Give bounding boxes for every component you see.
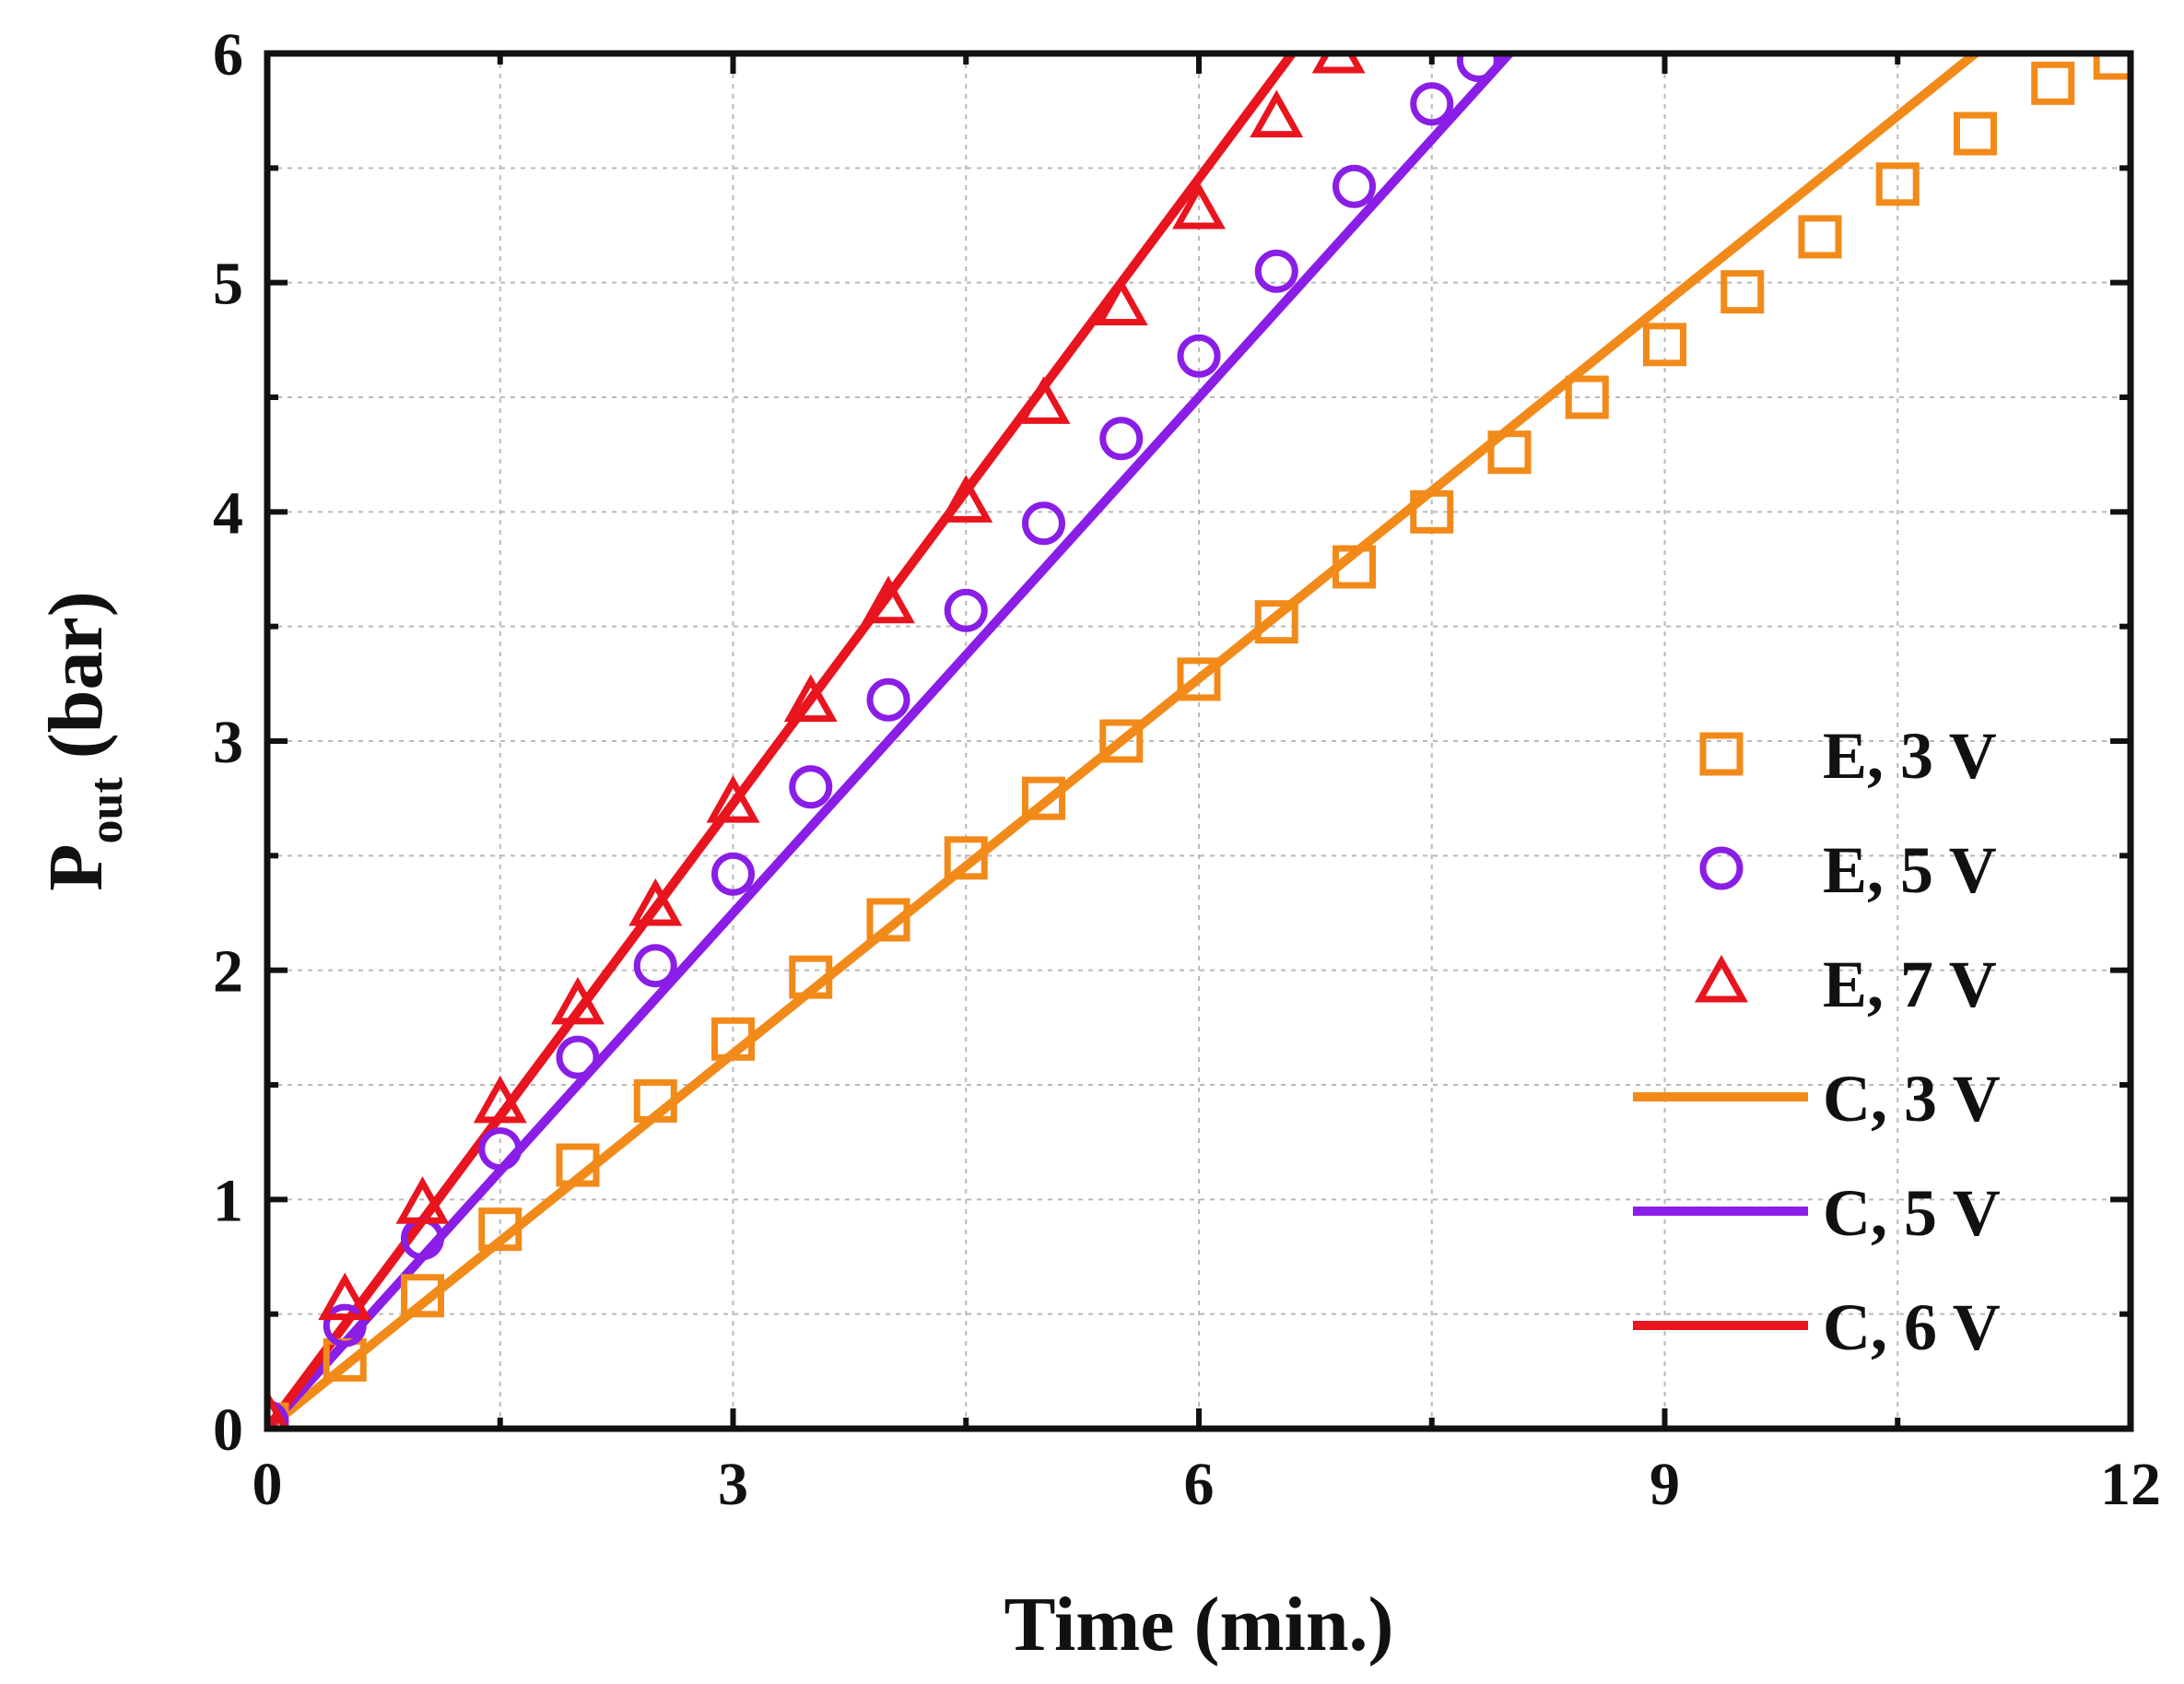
data-point (1250, 89, 1304, 138)
data-point (1016, 376, 1071, 424)
y-axis-title-main: P (33, 843, 119, 890)
data-point (1172, 181, 1226, 230)
legend-label: C, 6 V (1823, 1290, 2001, 1364)
legend-item-e-3-v: E, 3 V (1699, 719, 1997, 793)
legend: E, 3 V E, 5 V E, 7 V C, 3 V C, 5 V C, 6 V (1633, 719, 2001, 1364)
data-point (1094, 277, 1148, 325)
legend-item-e-5-v: E, 5 V (1699, 833, 1997, 907)
data-point (633, 944, 677, 988)
data-point (1954, 112, 1997, 156)
y-tick-label: 4 (213, 479, 243, 547)
data-point (1487, 430, 1532, 475)
grid (267, 53, 2131, 1429)
data-point (2093, 53, 2131, 80)
legend-label: C, 3 V (1823, 1062, 2001, 1136)
y-tick-label: 3 (213, 709, 243, 776)
data-point (1410, 82, 1454, 126)
data-point (1022, 776, 1065, 820)
data-point (1565, 375, 1609, 419)
data-point (711, 852, 755, 896)
legend-item-e-7-v: E, 7 V (1695, 948, 1997, 1021)
data-point (1099, 719, 1144, 763)
plot-area (267, 53, 2131, 1429)
y-tick-label: 0 (213, 1396, 243, 1464)
data-point (1720, 270, 1765, 314)
data-point (1410, 489, 1454, 534)
data-point (1456, 53, 1500, 82)
legend-item-c-3-v: C, 3 V (1633, 1062, 2001, 1136)
data-point (1177, 334, 1221, 378)
data-point (1099, 417, 1144, 461)
data-point (866, 898, 910, 942)
data-point (1875, 162, 1920, 206)
data-point (2031, 61, 2075, 105)
series-e-7-v (267, 53, 1366, 1429)
data-point (706, 774, 760, 823)
data-point (323, 1303, 367, 1348)
legend-marker (1699, 732, 1744, 776)
legend-item-c-6-v: C, 6 V (1633, 1290, 2001, 1364)
legend-label: E, 7 V (1823, 948, 1997, 1021)
legend-item-c-5-v: C, 5 V (1633, 1176, 2001, 1250)
x-axis-title: Time (min.) (1004, 1582, 1393, 1667)
series-e-3-v (267, 53, 2131, 1429)
x-tick-label: 9 (1650, 1451, 1680, 1518)
data-point (1177, 657, 1221, 701)
data-point (866, 677, 910, 722)
data-point (556, 1143, 600, 1187)
data-point (633, 1078, 677, 1123)
data-point (1311, 53, 1366, 74)
data-point (711, 1017, 755, 1061)
data-point (862, 575, 915, 624)
legend-marker (1695, 954, 1748, 1003)
data-point (789, 955, 833, 999)
x-tick-label: 0 (252, 1451, 283, 1518)
series-line-c-3-v (267, 53, 1980, 1429)
legend-label: E, 5 V (1823, 833, 1997, 907)
x-tick-label: 6 (1184, 1451, 1215, 1518)
y-axis-title: Pout (bar) (33, 591, 133, 891)
data-point (478, 1207, 523, 1252)
y-axis-title-sub: out (80, 777, 133, 844)
data-point (395, 1176, 450, 1224)
data-point (944, 588, 988, 632)
data-point (1643, 323, 1686, 367)
data-point (628, 877, 683, 926)
data-point (551, 976, 605, 1025)
x-tick-label: 12 (2100, 1451, 2161, 1518)
x-tick-label: 3 (718, 1451, 748, 1518)
legend-label: C, 5 V (1823, 1176, 2001, 1250)
y-axis-title-unit: (bar) (33, 591, 119, 759)
data-point (478, 1127, 523, 1172)
data-point (267, 1389, 289, 1429)
data-point (944, 836, 988, 880)
data-point (473, 1075, 527, 1124)
data-point (1798, 215, 1842, 259)
series-line-c-5-v (267, 53, 1514, 1429)
legend-label: E, 3 V (1823, 719, 1997, 793)
data-point (1022, 501, 1065, 546)
data-point (789, 765, 833, 809)
series-e-5-v (267, 53, 1500, 1429)
data-point (1254, 600, 1298, 644)
data-point (1254, 249, 1298, 293)
data-point (556, 1035, 600, 1079)
y-tick-label: 2 (213, 938, 243, 1006)
data-point (1333, 545, 1376, 589)
data-point (783, 674, 838, 723)
legend-marker (1699, 846, 1744, 890)
data-point (939, 475, 993, 523)
data-point (267, 1400, 289, 1429)
data-point (401, 1274, 444, 1318)
plot-frame (264, 50, 2134, 1432)
data-point (1333, 164, 1376, 208)
data-point (318, 1272, 372, 1321)
y-tick-label: 6 (213, 21, 243, 88)
y-tick-label: 1 (213, 1167, 243, 1234)
y-tick-label: 5 (213, 251, 243, 318)
